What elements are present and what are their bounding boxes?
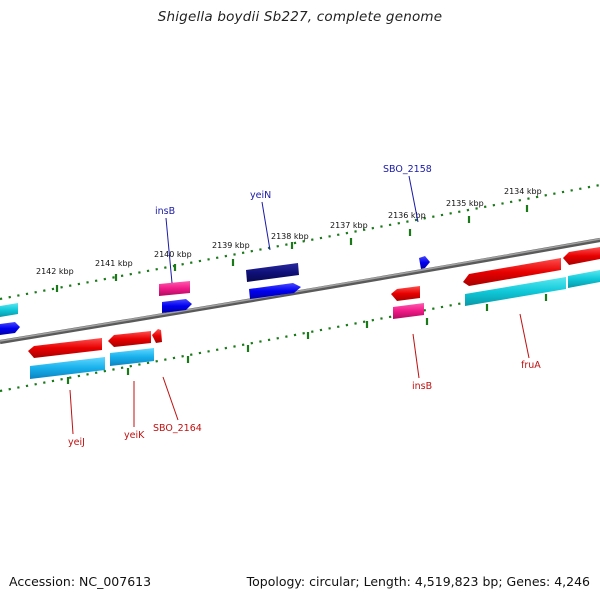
leader-lines — [69, 175, 530, 435]
scale-label: 2139 kbp — [212, 241, 250, 250]
scale-label: 2138 kbp — [271, 232, 309, 241]
genome-backbone — [0, 237, 600, 345]
scale-label: 2142 kbp — [36, 267, 74, 276]
scale-label: 2141 kbp — [95, 259, 133, 268]
cds-forward-left — [0, 322, 20, 335]
gene-label-yeiJ: yeiJ — [68, 437, 85, 448]
gene-label-yeiN: yeiN — [250, 190, 271, 201]
accession-label: Accession: NC_007613 — [9, 574, 152, 589]
scale-labels: 2142 kbp 2141 kbp 2140 kbp 2139 kbp 2138… — [36, 187, 542, 276]
yeiJ-feature — [28, 338, 102, 358]
genome-title: Shigella boydii Sb227, complete genome — [157, 9, 443, 25]
rna-feature-right-1 — [465, 277, 566, 306]
gene-label-yeiK: yeiK — [124, 430, 145, 441]
insB-bottom-cds — [391, 286, 420, 301]
cds-forward-insB — [162, 299, 192, 313]
SBO_2158-feature — [419, 256, 430, 269]
leader-SBO_2164 — [162, 376, 179, 421]
leader-yeiJ — [69, 389, 74, 435]
gene-label-SBO_2164: SBO_2164 — [153, 423, 202, 434]
scale-label: 2134 kbp — [504, 187, 542, 196]
gene-label-SBO_2158: SBO_2158 — [383, 164, 432, 175]
rna-feature-right-2 — [568, 270, 600, 288]
scale-dotted-line-top — [0, 183, 600, 301]
scale-label: 2135 kbp — [446, 199, 484, 208]
gene-labels: insB yeiN SBO_2158 yeiJ yeiK SBO_2164 in… — [68, 164, 541, 448]
leader-insB-bottom — [412, 333, 420, 379]
leader-insB-top — [165, 217, 173, 284]
yeiK-feature — [108, 331, 151, 347]
yeiN-feature — [246, 263, 299, 282]
genome-stats-label: Topology: circular; Length: 4,519,823 bp… — [246, 574, 590, 589]
yeiK-rna — [110, 348, 154, 366]
gene-label-insB-bottom: insB — [412, 381, 432, 392]
leader-yeiN — [261, 201, 271, 251]
gene-label-insB-top: insB — [155, 206, 175, 217]
cds-forward-yeiN — [249, 283, 301, 299]
SBO_2164-feature — [152, 329, 162, 343]
gene-label-fruA: fruA — [521, 360, 541, 371]
major-ticks — [55, 205, 548, 384]
yeiJ-rna — [30, 357, 105, 379]
scale-label: 2140 kbp — [154, 250, 192, 259]
cds-reverse-top-right-2 — [563, 247, 600, 265]
cds-reverse-top-right-1 — [463, 258, 561, 286]
leader-fruA — [519, 313, 530, 359]
rna-feature-left — [0, 303, 18, 317]
scale-label: 2136 kbp — [388, 211, 426, 220]
scale-label: 2137 kbp — [330, 221, 368, 230]
leader-SBO_2158 — [408, 175, 419, 223]
insB-bottom-feature — [393, 303, 424, 319]
reverse-features — [28, 286, 424, 379]
insB-top-feature — [159, 281, 190, 296]
forward-features — [0, 247, 600, 335]
